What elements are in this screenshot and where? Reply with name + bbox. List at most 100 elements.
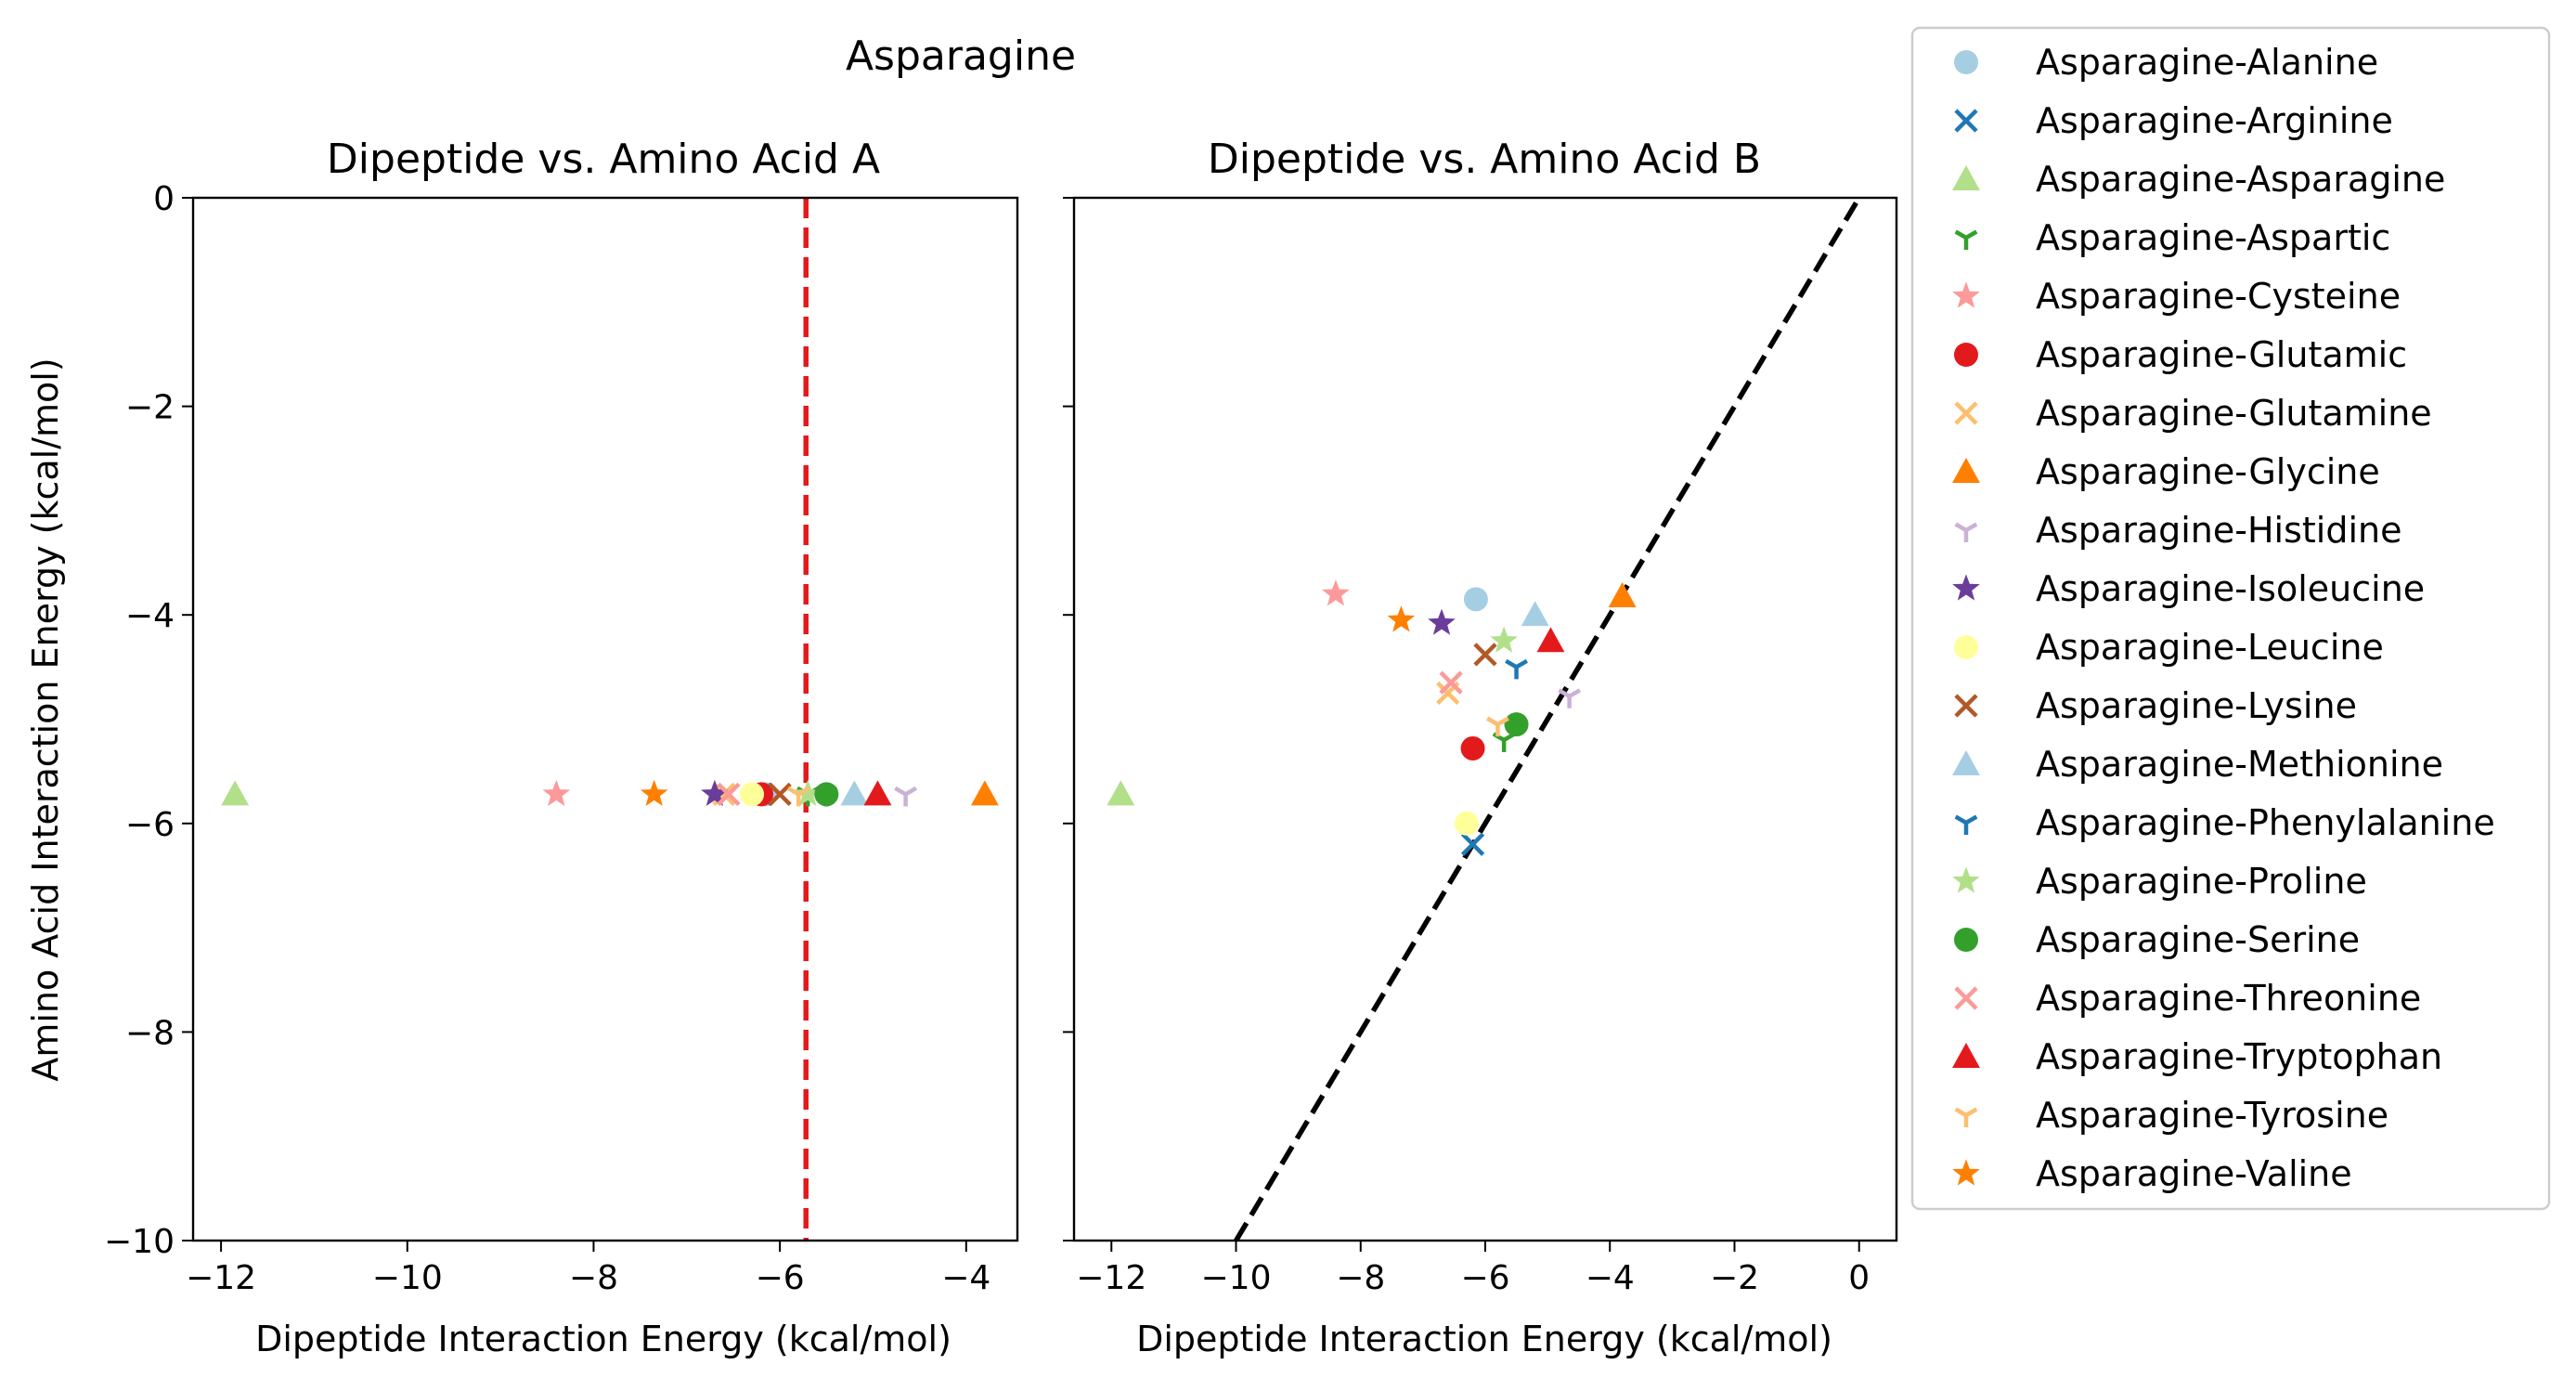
panel-b: Dipeptide vs. Amino Acid B −12 −10 −8 −6 −4−… <box>1063 136 1898 1359</box>
panel-a-point <box>640 779 668 806</box>
legend-label: Asparagine-Alanine <box>2036 42 2378 83</box>
panel-b-point <box>1521 601 1549 627</box>
panel-a-point <box>840 780 869 806</box>
panel-a-point <box>794 779 822 806</box>
panel-b-reference-line <box>1234 198 1862 1241</box>
legend-marker <box>1952 1043 1980 1068</box>
legend-label: Asparagine-Cysteine <box>2036 276 2401 317</box>
legend-marker <box>1952 574 1980 601</box>
legend-label: Asparagine-Histidine <box>2036 510 2402 551</box>
panel-a-ytick-label: −8 <box>125 1014 175 1052</box>
legend-marker <box>1952 281 1980 308</box>
panel-a-point <box>863 780 892 806</box>
panel-a-plot-area: −12 −10 −8 −6 −4 0 −2 −4 −6 −8 −10 <box>104 180 1019 1297</box>
panel-a-point <box>701 779 729 806</box>
panel-a-xtick-label: −4 <box>941 1259 990 1297</box>
legend-label: Asparagine-Lysine <box>2036 685 2357 726</box>
panel-b-xtick-label: −12 <box>1076 1259 1146 1297</box>
panel-a-xtick-label: −12 <box>186 1259 256 1297</box>
panel-b-point <box>1485 716 1509 737</box>
panel-a-xtick-label: −6 <box>756 1259 805 1297</box>
panel-a-frame <box>191 196 1019 1242</box>
panel-b-point <box>1492 732 1516 752</box>
panel-b-frame <box>1072 196 1898 1242</box>
legend-marker <box>1952 165 1980 190</box>
legend-marker <box>1954 694 1978 718</box>
legend-label: Asparagine-Leucine <box>2036 627 2384 668</box>
panel-b-point <box>1387 605 1416 632</box>
panel-b-xtick-label: −10 <box>1201 1259 1272 1297</box>
panel-b-point <box>1608 582 1637 607</box>
panel-a: Dipeptide vs. Amino Acid A −12 −10 −8 −6 −4 0… <box>25 136 1019 1359</box>
legend-marker <box>1952 750 1980 775</box>
panel-b-title: Dipeptide vs. Amino Acid B <box>1208 136 1761 183</box>
panel-b-point <box>1460 832 1485 856</box>
legend: Asparagine-Alanine Asparagine-Arginine Asp… <box>1910 26 2551 1211</box>
panel-a-ytick-label: −6 <box>125 806 175 844</box>
panel-a-point <box>740 782 765 807</box>
panel-a-ytick-label: −10 <box>104 1223 175 1261</box>
panel-b-xlabel: Dipeptide Interaction Energy (kcal/mol) <box>1136 1319 1832 1359</box>
legend-marker <box>1954 343 1978 367</box>
legend-marker <box>1954 401 1978 425</box>
legend-marker <box>1954 928 1978 952</box>
legend-label: Asparagine-Phenylalanine <box>2036 802 2495 843</box>
legend-label: Asparagine-Isoleucine <box>2036 568 2425 609</box>
panel-a-point <box>768 782 792 806</box>
panel-a-point <box>542 779 571 806</box>
legend-label: Asparagine-Proline <box>2036 861 2367 902</box>
panel-a-ytick-label: −4 <box>125 597 175 635</box>
legend-label: Asparagine-Tyrosine <box>2036 1095 2388 1136</box>
legend-marker <box>1952 866 1980 893</box>
panel-b-xtick-label: 0 <box>1848 1259 1870 1297</box>
panel-a-ylabel: Amino Acid Interaction Energy (kcal/mol) <box>25 358 66 1081</box>
legend-label: Asparagine-Tryptophan <box>2036 1036 2442 1077</box>
panel-b-point <box>1490 626 1518 653</box>
legend-label: Asparagine-Glutamine <box>2036 393 2432 434</box>
legend-label: Asparagine-Methionine <box>2036 744 2443 785</box>
figure-title: Asparagine <box>846 32 1076 80</box>
legend-marker <box>1954 522 1978 542</box>
panel-a-point <box>786 786 810 807</box>
panel-b-point <box>1322 579 1350 606</box>
panel-a-point <box>894 786 918 807</box>
panel-b-xtick-label: −6 <box>1460 1259 1509 1297</box>
legend-marker <box>1954 814 1978 835</box>
panel-b-point <box>1558 688 1582 708</box>
panel-a-xlabel: Dipeptide Interaction Energy (kcal/mol) <box>255 1319 951 1359</box>
panel-b-point <box>1536 627 1565 653</box>
legend-marker <box>1952 1159 1980 1186</box>
panel-b-point <box>1439 670 1463 695</box>
panel-a-point <box>814 782 839 807</box>
panel-a-point <box>717 782 741 806</box>
legend-label: Asparagine-Glycine <box>2036 451 2380 492</box>
legend-label: Asparagine-Aspartic <box>2036 217 2390 258</box>
legend-label: Asparagine-Serine <box>2036 919 2360 960</box>
legend-marker <box>1954 1107 1978 1127</box>
panel-a-point <box>970 780 999 806</box>
panel-a-xtick-label: −8 <box>569 1259 618 1297</box>
panel-b-point <box>1505 658 1528 680</box>
panel-b-point <box>1504 712 1529 737</box>
panel-b-xtick-label: −8 <box>1336 1259 1385 1297</box>
legend-label: Asparagine-Valine <box>2036 1153 2352 1194</box>
panel-b-marks <box>1107 198 1862 1241</box>
panel-a-marks <box>221 198 999 1241</box>
legend-marker <box>1954 635 1978 659</box>
panel-b-point <box>1460 735 1485 760</box>
panel-a-title: Dipeptide vs. Amino Acid A <box>327 136 880 183</box>
legend-frame <box>1910 26 2551 1211</box>
legend-label: Asparagine-Arginine <box>2036 100 2393 141</box>
legend-label: Asparagine-Threonine <box>2036 978 2421 1019</box>
legend-marker <box>1954 229 1978 250</box>
panel-a-ytick-label: 0 <box>153 180 175 218</box>
legend-marker <box>1954 109 1978 133</box>
panel-b-point <box>1428 608 1456 635</box>
legend-marker <box>1954 50 1978 74</box>
legend-marker <box>1952 458 1980 483</box>
panel-a-ytick-label: −2 <box>125 389 175 427</box>
legend-label: Asparagine-Glutamic <box>2036 334 2407 375</box>
legend-label: Asparagine-Asparagine <box>2036 159 2445 200</box>
panel-b-point <box>1107 780 1135 806</box>
